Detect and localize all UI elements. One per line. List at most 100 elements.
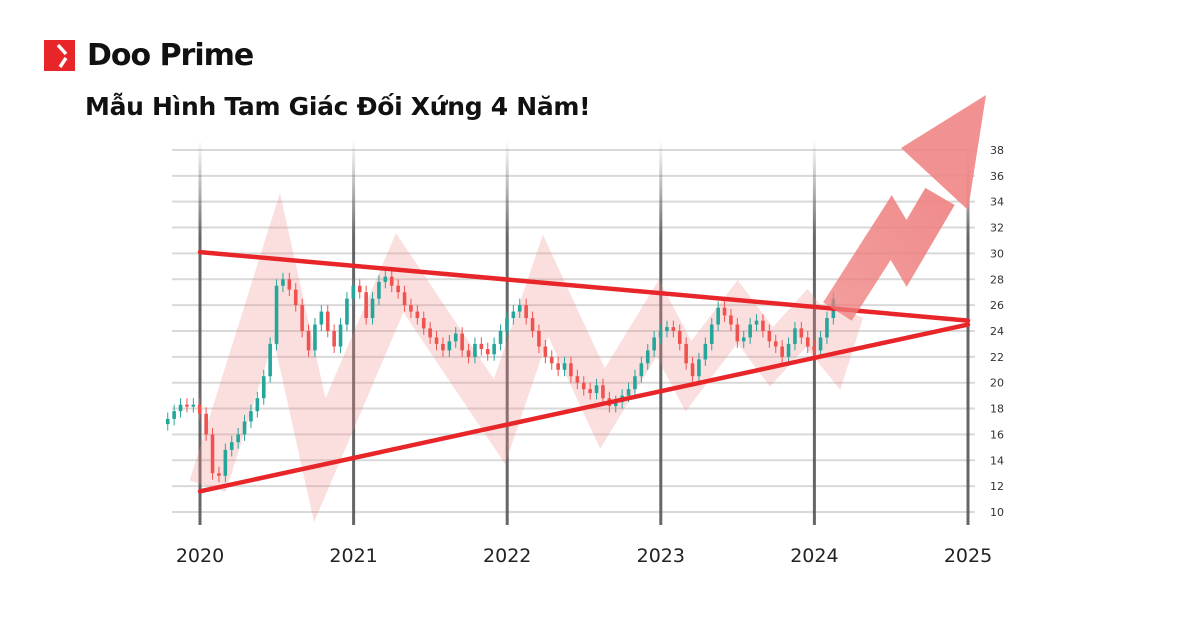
candle-body [825,318,829,338]
year-line [198,140,202,525]
candle-body [172,411,176,419]
y-tick-label: 38 [990,144,1004,157]
candle-body [767,330,772,342]
candle-body [249,411,253,422]
candle-body [722,307,727,316]
candle-body [562,363,567,370]
candle-body [754,320,759,325]
candle-body [543,346,548,357]
y-tick-label: 10 [990,506,1004,519]
candle-body [716,307,720,325]
candle-body [556,363,560,370]
x-tick-label: 2024 [790,545,838,567]
candle-body [185,404,189,407]
candle-body [735,324,740,342]
candle-body [773,341,778,347]
candle-body [690,363,695,377]
y-tick-label: 26 [990,299,1004,312]
candle-body [645,350,650,364]
candle-body [581,382,586,390]
candle-body [396,285,400,293]
candle-body [786,343,791,357]
candle-body [281,279,285,286]
candle-body [364,292,368,319]
x-tick-label: 2025 [944,545,992,567]
candle-body [242,421,247,435]
candle-body [729,315,733,325]
candle-body [325,311,330,331]
candle-body [633,376,637,390]
candle-body [255,398,260,412]
candle-body [351,285,356,299]
candle-body [191,404,196,407]
candle-body [300,305,304,331]
candle-body [453,333,458,342]
candle-body [402,292,407,306]
candle-body [197,404,202,414]
candle-body [492,343,496,355]
candle-body [319,311,324,325]
candle-body [588,389,592,394]
doo-prime-logo-icon [44,40,75,71]
breakout-arrow-shaft [823,187,955,321]
candle-body [665,327,669,331]
candle-body [204,413,208,435]
candle-body [517,305,522,312]
y-tick-label: 18 [990,403,1004,416]
candle-body [697,359,701,377]
y-tick-label: 28 [990,273,1004,286]
y-tick-label: 16 [990,428,1004,441]
candle-body [549,356,554,364]
zigzag-band [189,192,864,523]
candle-body [671,327,676,331]
support-trendline [197,322,971,494]
candle-body [748,324,752,338]
candle-body [639,363,644,377]
year-line [812,140,816,525]
candle-body [229,442,234,450]
candle-body [594,385,599,394]
candle-body [511,311,516,319]
candle-body [236,434,240,443]
candle-body [261,376,266,399]
candle-body [466,350,471,357]
candle-body [428,328,432,338]
candle-body [460,333,464,351]
candle-body [217,473,221,476]
candle-body [223,449,228,476]
candle-body [626,389,631,396]
candle-body [370,298,375,319]
candle-body [818,337,823,351]
candle-body [761,320,765,331]
y-tick-label: 34 [990,196,1004,209]
candle-body [658,330,663,338]
candle-body [709,324,714,344]
y-tick-label: 36 [990,170,1004,183]
candle-body [652,337,656,351]
candle-body [447,341,452,351]
x-tick-label: 2022 [483,545,531,567]
page-title: Mẫu Hình Tam Giác Đối Xứng 4 Năm! [85,92,591,121]
candle-body [332,330,336,347]
y-tick-label: 32 [990,222,1004,235]
candle-body [485,349,490,355]
candle-body [524,305,528,319]
candle-body [293,289,298,306]
candle-body [530,318,535,331]
candle-body [569,363,573,377]
candle-body [421,318,426,329]
candle-body [306,330,311,351]
candle-body [780,346,784,357]
candle-body [178,404,183,412]
candle-body [441,343,445,351]
year-line [966,140,970,525]
x-tick-label: 2020 [176,545,224,567]
candle-body [409,305,413,312]
y-tick-label: 20 [990,377,1004,390]
candle-body [377,281,381,299]
candle-body [287,279,292,290]
candle-body [498,330,503,344]
y-tick-label: 24 [990,325,1004,338]
candle-body [473,343,477,357]
